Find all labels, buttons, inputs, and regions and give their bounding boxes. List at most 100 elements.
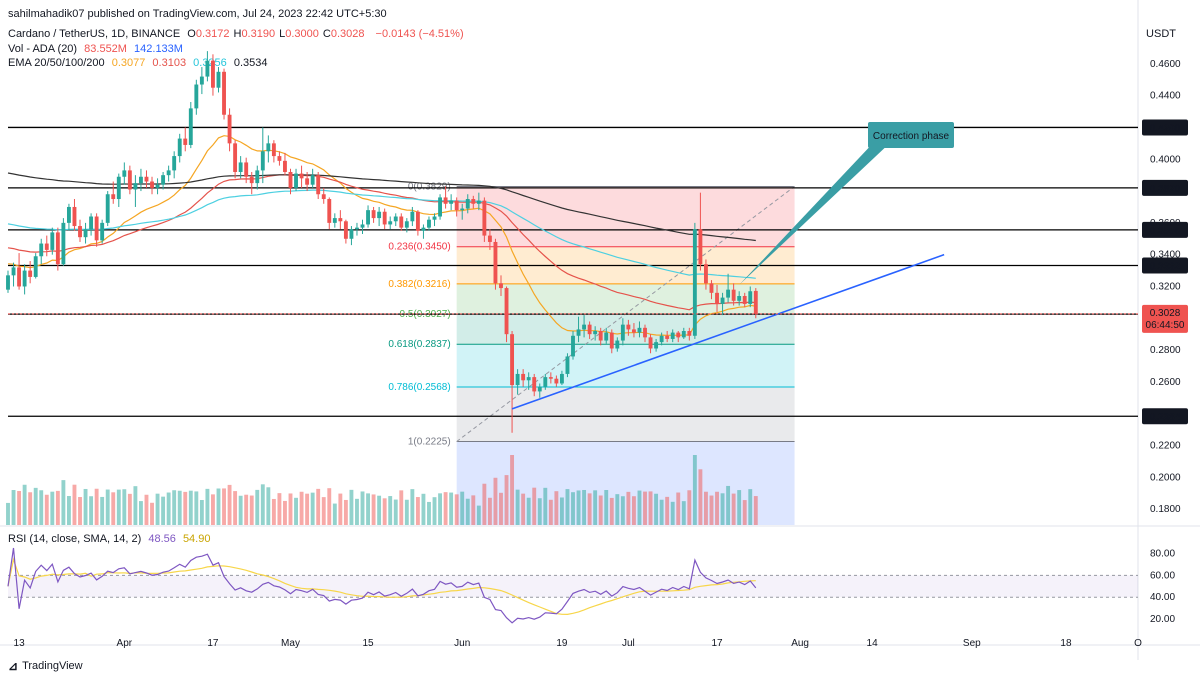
candle — [515, 373, 520, 386]
candle — [438, 197, 442, 217]
candle — [371, 210, 376, 219]
candle — [687, 331, 692, 336]
candle — [510, 334, 515, 386]
volume-bar — [427, 501, 431, 525]
candle — [399, 216, 404, 228]
rsi-tick-label: 60.00 — [1150, 570, 1175, 581]
candle — [305, 178, 310, 185]
volume-bar — [349, 489, 354, 525]
volume-bar — [681, 501, 686, 525]
candle — [83, 229, 88, 238]
fib-zone — [456, 386, 795, 442]
candle — [166, 170, 171, 176]
volume-legend: Vol - ADA (20) 83.552M 142.133M — [8, 43, 187, 55]
candle — [66, 206, 71, 223]
volume-bar — [487, 497, 492, 525]
level-tag — [1142, 408, 1188, 425]
ema-legend: EMA 20/50/100/200 0.3077 0.3103 0.3256 0… — [8, 57, 272, 69]
candle — [222, 71, 226, 115]
candle — [199, 76, 204, 85]
candle — [310, 175, 315, 185]
volume-bar — [78, 497, 82, 525]
volume-bar — [288, 493, 293, 525]
candle — [565, 356, 570, 374]
volume-bar — [205, 488, 210, 525]
candle — [465, 199, 470, 209]
candle — [576, 329, 581, 336]
volume-bar — [338, 493, 343, 525]
rsi-value: 48.56 — [148, 533, 176, 545]
candle — [144, 176, 149, 182]
ohlc-o: O0.3172 — [187, 28, 230, 40]
candle — [454, 200, 459, 211]
candle — [17, 267, 22, 287]
candle — [127, 170, 132, 190]
volume-bar — [277, 493, 282, 525]
volume-bar — [571, 492, 575, 525]
candle — [559, 373, 564, 384]
volume-bar — [593, 490, 598, 525]
candle — [543, 377, 548, 387]
volume-bar — [172, 490, 177, 525]
symbol-title[interactable]: Cardano / TetherUS, 1D, BINANCE — [8, 28, 181, 40]
volume-value-2: 142.133M — [134, 43, 183, 55]
volume-bar — [432, 497, 437, 525]
price-tick-label: 0.1800 — [1150, 504, 1181, 515]
volume-bar — [310, 492, 315, 525]
volume-bar — [692, 455, 697, 525]
candle — [266, 143, 271, 152]
volume-bar — [537, 498, 542, 525]
volume-bar — [22, 484, 27, 525]
volume-bar — [582, 489, 587, 525]
time-tick-label: 17 — [711, 638, 723, 649]
fib-zone — [456, 344, 795, 387]
candle — [704, 264, 708, 284]
volume-bar — [238, 495, 243, 525]
volume-bar — [410, 489, 415, 525]
candle — [731, 289, 736, 301]
volume-bar — [6, 502, 10, 525]
volume-label[interactable]: Vol - ADA (20) — [8, 43, 78, 55]
volume-bar — [133, 486, 138, 525]
ema-label[interactable]: EMA 20/50/100/200 — [8, 57, 105, 69]
volume-bar — [127, 493, 132, 525]
price-tick-label: 0.4400 — [1150, 91, 1181, 102]
candle — [349, 229, 354, 239]
candle — [111, 194, 116, 200]
volume-bar — [460, 491, 465, 525]
volume-bar — [39, 490, 44, 525]
volume-bar — [233, 491, 238, 525]
time-tick-label: 18 — [1060, 638, 1072, 649]
volume-bar — [55, 490, 60, 525]
candle — [28, 270, 33, 277]
candle — [161, 175, 166, 185]
volume-bar — [155, 493, 160, 525]
candle — [39, 243, 44, 257]
rsi-label[interactable]: RSI (14, close, SMA, 14, 2) — [8, 533, 142, 545]
volume-bar — [294, 497, 298, 525]
volume-bar — [382, 498, 387, 525]
currency-label[interactable]: USDT — [1146, 28, 1176, 40]
time-tick-label: 19 — [556, 638, 568, 649]
level-tag-label: 0.2384 — [1150, 412, 1181, 423]
candle — [260, 151, 265, 171]
volume-bar — [670, 501, 675, 525]
fib-label: 1(0.2225) — [408, 437, 451, 448]
candle — [227, 114, 232, 144]
volume-bar — [116, 489, 121, 525]
candle — [355, 227, 359, 230]
rsi-line — [7, 547, 757, 624]
candle — [233, 143, 238, 172]
fib-label: 0.236(0.3450) — [388, 242, 450, 253]
candle — [598, 331, 603, 341]
candle — [753, 290, 758, 314]
candle — [22, 270, 27, 287]
volume-bar — [139, 501, 143, 525]
fib-label: 0.618(0.2837) — [388, 339, 450, 350]
candle — [482, 200, 487, 236]
candle — [476, 200, 481, 204]
callout-box — [868, 122, 954, 148]
time-tick-label: Jun — [454, 638, 470, 649]
candle — [620, 324, 625, 341]
